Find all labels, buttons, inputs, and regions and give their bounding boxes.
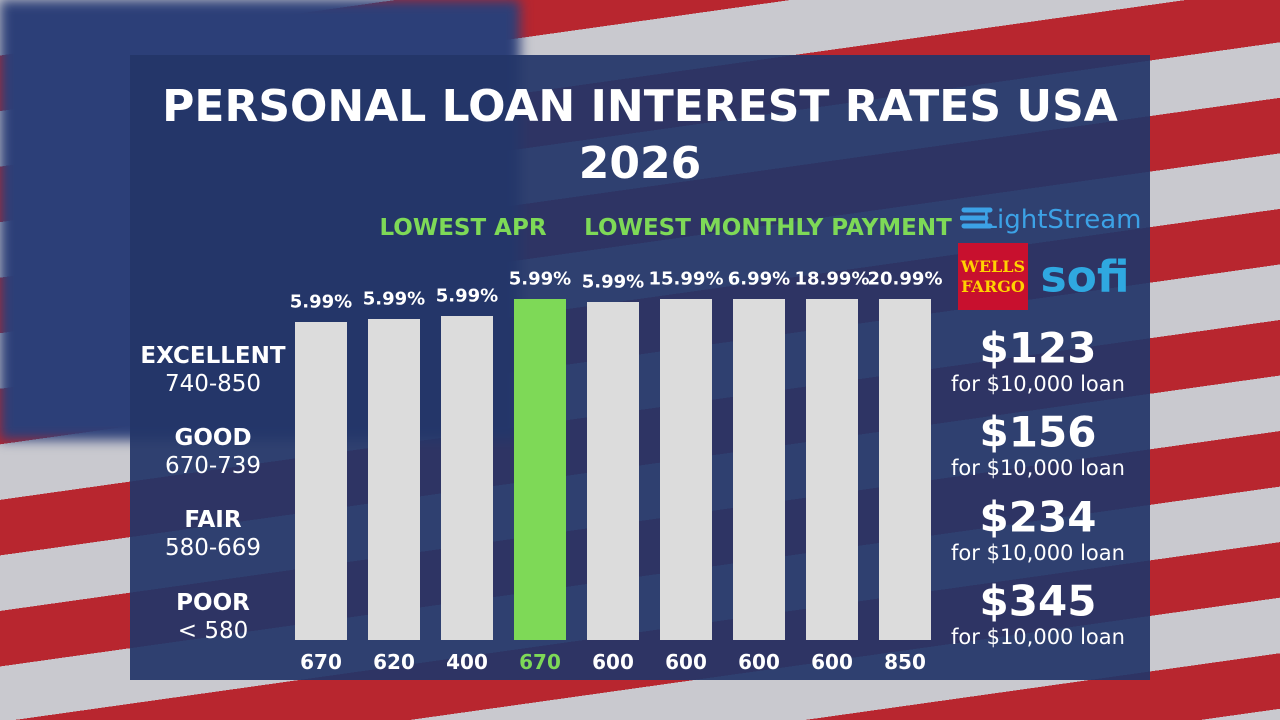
payment-note: for $10,000 loan [951, 456, 1125, 480]
tier-range: 670-739 [164, 453, 262, 479]
payment-amount: $123 [979, 323, 1097, 373]
payment-note: for $10,000 loan [951, 541, 1125, 565]
payment-note: for $10,000 loan [951, 372, 1125, 396]
tier-name: POOR [176, 590, 250, 616]
rate-label: 5.99% [289, 291, 353, 313]
rate-label: 5.99% [435, 285, 499, 307]
payment-amount: $234 [979, 492, 1097, 542]
bar [806, 299, 858, 640]
score-label: 670 [519, 650, 561, 674]
tier-name: EXCELLENT [140, 343, 286, 369]
bar [514, 299, 566, 640]
bar [295, 322, 347, 640]
score-label: 600 [592, 650, 634, 674]
lightstream-logo: LightStream [982, 205, 1142, 235]
rate-label: 5.99% [581, 271, 645, 293]
highlight-label: LOWEST APR [379, 215, 547, 241]
tier-range: < 580 [177, 618, 249, 644]
rate-label: 5.99% [362, 288, 426, 310]
rate-label: 15.99% [648, 268, 724, 290]
bar [441, 316, 493, 640]
rate-label: 6.99% [727, 268, 791, 290]
score-label: 620 [373, 650, 415, 674]
lightstream-icon [960, 207, 993, 229]
score-label: 850 [884, 650, 926, 674]
tier-name: GOOD [174, 425, 252, 451]
bar [587, 302, 639, 640]
bar [660, 299, 712, 640]
rate-label: 18.99% [794, 268, 870, 290]
bar [879, 299, 931, 640]
payment-amount: $156 [979, 407, 1097, 457]
highlight-label: LOWEST MONTHLY PAYMENT [584, 215, 952, 241]
score-label: 670 [300, 650, 342, 674]
wells-fargo-logo: WELLS FARGO [958, 243, 1028, 310]
tier-range: 580-669 [164, 535, 262, 561]
score-label: 600 [811, 650, 853, 674]
rate-label: 20.99% [867, 268, 943, 290]
tier-name: FAIR [184, 507, 242, 533]
title: PERSONAL LOAN INTEREST RATES USA 2026 [162, 81, 1118, 189]
score-label: 600 [738, 650, 780, 674]
rate-label: 5.99% [508, 268, 572, 290]
bar [368, 319, 420, 640]
score-label: 600 [665, 650, 707, 674]
bar [733, 299, 785, 640]
payment-note: for $10,000 loan [951, 625, 1125, 649]
payment-amount: $345 [979, 576, 1097, 626]
score-label: 400 [446, 650, 488, 674]
tier-range: 740-850 [164, 371, 262, 397]
sofi-logo: sofi [1040, 251, 1130, 303]
